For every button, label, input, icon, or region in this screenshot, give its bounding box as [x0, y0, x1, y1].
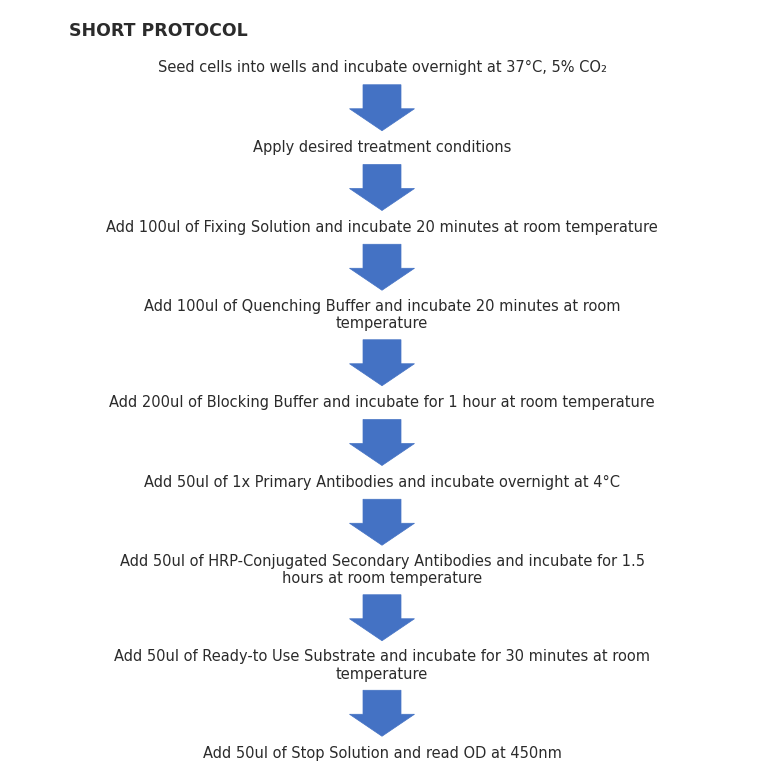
Polygon shape — [349, 85, 415, 131]
Text: Add 200ul of Blocking Buffer and incubate for 1 hour at room temperature: Add 200ul of Blocking Buffer and incubat… — [109, 395, 655, 410]
Polygon shape — [349, 419, 415, 465]
Text: Add 100ul of Fixing Solution and incubate 20 minutes at room temperature: Add 100ul of Fixing Solution and incubat… — [106, 220, 658, 235]
Text: Add 50ul of 1x Primary Antibodies and incubate overnight at 4°C: Add 50ul of 1x Primary Antibodies and in… — [144, 475, 620, 490]
Polygon shape — [349, 244, 415, 290]
Text: Apply desired treatment conditions: Apply desired treatment conditions — [253, 140, 511, 155]
Polygon shape — [349, 164, 415, 211]
Text: SHORT PROTOCOL: SHORT PROTOCOL — [69, 22, 248, 40]
Polygon shape — [349, 594, 415, 641]
Text: Add 50ul of Stop Solution and read OD at 450nm: Add 50ul of Stop Solution and read OD at… — [202, 746, 562, 761]
Polygon shape — [349, 499, 415, 545]
Text: Add 100ul of Quenching Buffer and incubate 20 minutes at room
temperature: Add 100ul of Quenching Buffer and incuba… — [144, 299, 620, 332]
Polygon shape — [349, 690, 415, 736]
Polygon shape — [349, 340, 415, 386]
Text: Add 50ul of HRP-Conjugated Secondary Antibodies and incubate for 1.5
hours at ro: Add 50ul of HRP-Conjugated Secondary Ant… — [119, 554, 645, 586]
Text: Seed cells into wells and incubate overnight at 37°C, 5% CO₂: Seed cells into wells and incubate overn… — [157, 60, 607, 76]
Text: Add 50ul of Ready-to Use Substrate and incubate for 30 minutes at room
temperatu: Add 50ul of Ready-to Use Substrate and i… — [114, 649, 650, 681]
